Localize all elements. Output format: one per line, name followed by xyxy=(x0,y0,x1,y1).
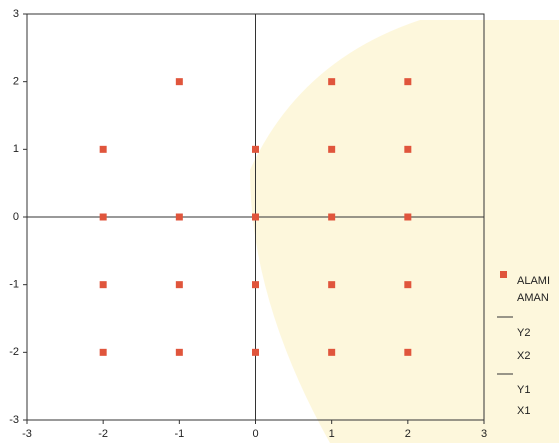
point xyxy=(99,213,107,221)
x-tick-label: -2 xyxy=(98,428,108,440)
y-tick-label: 1 xyxy=(13,143,19,155)
point xyxy=(328,213,336,221)
point xyxy=(404,213,412,221)
point xyxy=(99,281,107,289)
point xyxy=(404,281,412,289)
point xyxy=(404,78,412,86)
point xyxy=(99,145,107,153)
y-tick-label: 3 xyxy=(13,8,19,20)
point xyxy=(404,348,412,356)
point xyxy=(328,348,336,356)
legend-label: Y1 xyxy=(517,384,530,396)
legend-label: X2 xyxy=(517,350,530,362)
point xyxy=(175,348,183,356)
legend-label: X1 xyxy=(517,405,530,417)
y-tick-label: -3 xyxy=(9,414,19,426)
legend-marker xyxy=(500,271,507,278)
x-tick-label: -1 xyxy=(174,428,184,440)
y-tick-label: -1 xyxy=(9,279,19,291)
point xyxy=(99,348,107,356)
x-tick-label: 1 xyxy=(329,428,335,440)
point xyxy=(328,145,336,153)
x-tick-label: -3 xyxy=(22,428,32,440)
point xyxy=(328,281,336,289)
x-tick-label: 0 xyxy=(252,428,258,440)
point xyxy=(175,213,183,221)
point xyxy=(252,348,259,356)
point xyxy=(252,145,259,153)
point xyxy=(175,281,183,289)
y-tick-label: 0 xyxy=(13,211,19,223)
point xyxy=(328,78,336,86)
x-tick-label: 2 xyxy=(405,428,411,440)
y-tick-label: 2 xyxy=(13,76,19,88)
legend-label: ALAMI xyxy=(517,275,550,287)
y-tick-label: -2 xyxy=(9,346,19,358)
point xyxy=(252,213,259,221)
point xyxy=(175,78,183,86)
x-tick-label: 3 xyxy=(481,428,487,440)
point xyxy=(404,145,412,153)
point xyxy=(252,281,259,289)
watermark xyxy=(250,20,559,443)
legend-label: Y2 xyxy=(517,327,530,339)
legend-label: AMAN xyxy=(517,292,549,304)
